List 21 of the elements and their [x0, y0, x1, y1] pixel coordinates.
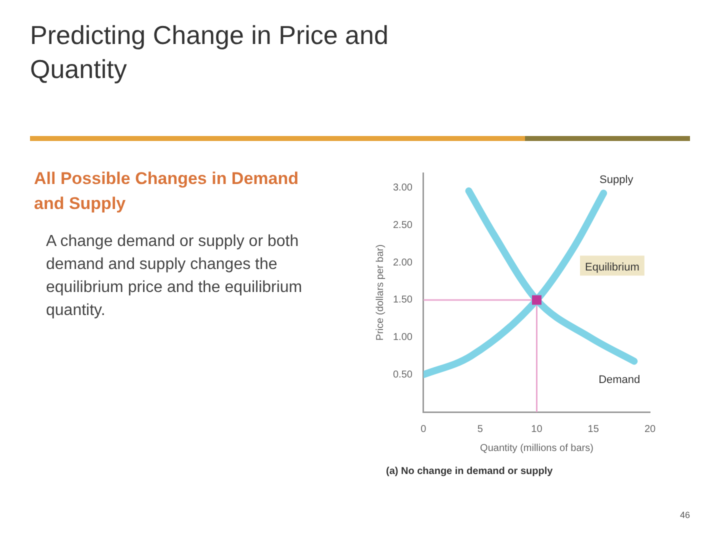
y-tick-label: 1.00 [392, 332, 413, 344]
text: 46 [680, 510, 690, 520]
text: A change demand or supply or both demand and supply changes the equilibrium price and the equilibrium quantity. [46, 232, 304, 321]
x-tick-label: 15 [588, 424, 600, 435]
y-tick-label: 2.00 [392, 257, 413, 268]
text: (a) No change in demand or supply [386, 466, 553, 477]
series-label: Supply [600, 174, 634, 186]
y-tick-label: 0.50 [392, 369, 413, 380]
x-tick-label: 10 [531, 424, 543, 435]
x-tick-label: 0 [420, 424, 427, 435]
text: Predicting Change in Price and Quantity [30, 19, 390, 86]
y-tick-label: 1.50 [392, 294, 413, 306]
series-label: Demand [598, 374, 640, 386]
y-tick-label: 3.00 [392, 182, 413, 194]
x-tick-label: 5 [477, 424, 484, 435]
x-axis-title: Quantity (millions of bars) [480, 442, 594, 454]
annotation: Equilibrium [585, 262, 640, 274]
text: All Possible Changes in Demand and Supply [34, 168, 300, 215]
y-axis-title: Price (dollars per bar) [374, 244, 386, 341]
y-tick-label: 2.50 [392, 220, 413, 232]
x-tick-label: 20 [644, 424, 656, 435]
